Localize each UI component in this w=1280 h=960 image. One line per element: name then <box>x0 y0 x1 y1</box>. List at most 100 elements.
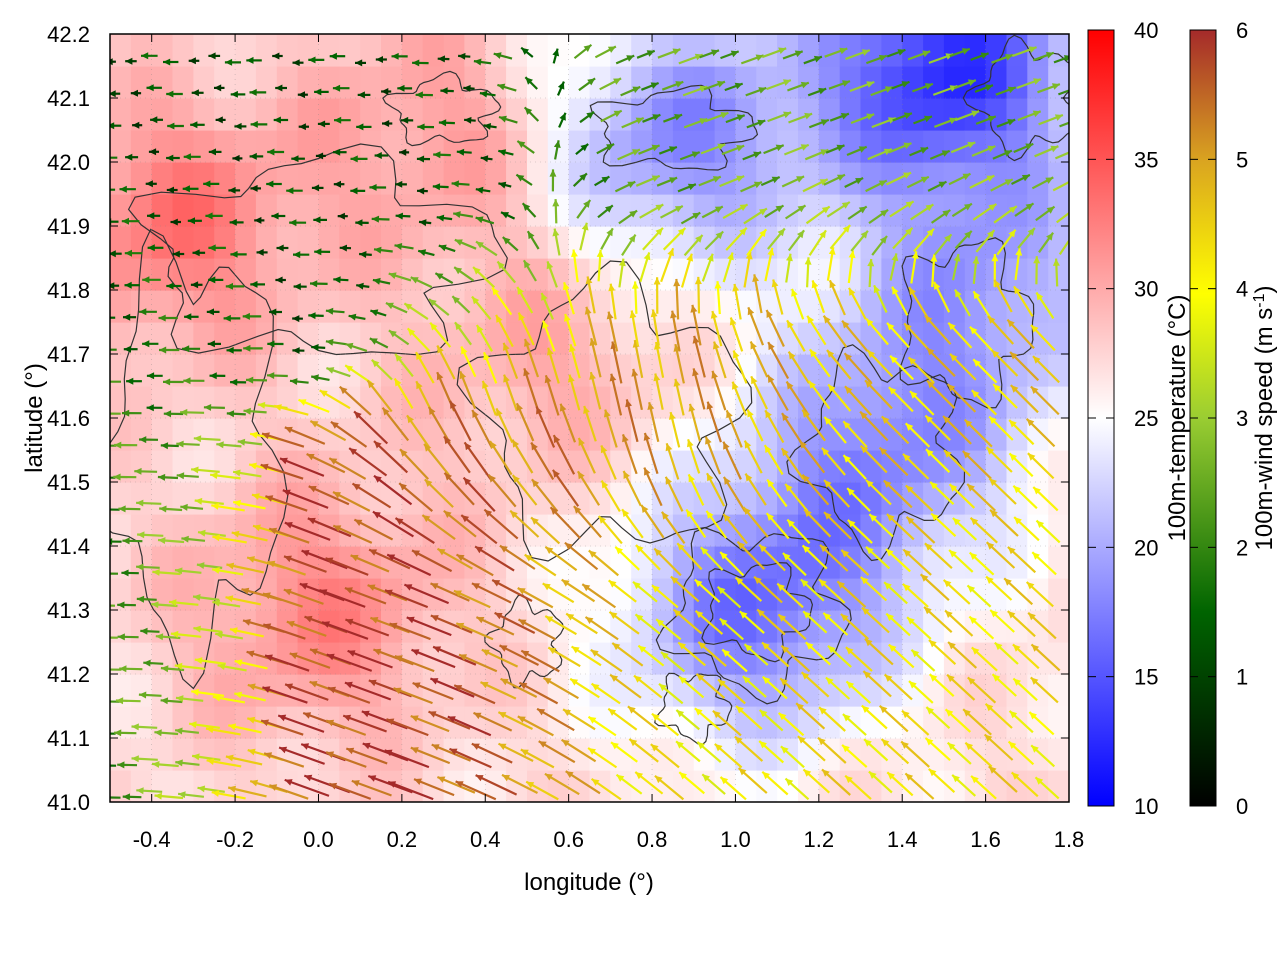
wind-arrow <box>780 745 805 769</box>
wind-arrow <box>517 312 535 346</box>
heatmap-cell <box>631 354 653 387</box>
wind-arrow <box>653 373 664 410</box>
heatmap-cell <box>193 610 215 643</box>
wind-arrow <box>119 665 143 673</box>
wind-arrow <box>587 747 618 769</box>
heatmap-cell <box>422 34 445 67</box>
wind-arrow <box>543 676 579 700</box>
heatmap-cell <box>1048 738 1069 771</box>
heatmap-cell <box>943 674 966 707</box>
wind-arrow <box>188 721 220 729</box>
heatmap-cell <box>527 674 549 707</box>
heatmap-cell <box>485 34 507 67</box>
wind-arrow <box>250 280 265 288</box>
wind-arrow <box>552 434 576 475</box>
heatmap-cell <box>339 386 361 419</box>
heatmap-cell <box>276 450 299 483</box>
wind-arrow <box>542 320 556 352</box>
heatmap-cell <box>818 770 841 802</box>
heatmap-cell <box>193 674 215 707</box>
wind-arrow <box>176 472 199 480</box>
wind-arrow <box>701 773 726 795</box>
heatmap-cell <box>589 34 611 67</box>
wind-arrow <box>262 592 303 608</box>
wind-arrow <box>544 546 578 572</box>
heatmap-cell <box>735 34 757 67</box>
heatmap-cell <box>485 354 507 387</box>
wind-arrow <box>677 641 707 667</box>
wind-arrow <box>284 778 330 797</box>
heatmap-cell <box>339 578 361 611</box>
wind-arrow <box>355 59 366 67</box>
wind-arrow <box>845 646 873 672</box>
wind-arrow <box>449 747 492 769</box>
heatmap-cell <box>902 610 924 643</box>
wind-arrow <box>664 476 684 512</box>
heatmap-cell <box>1048 258 1069 291</box>
heatmap-cell <box>923 226 945 259</box>
wind-arrow <box>971 145 996 157</box>
heatmap-cell <box>235 514 257 547</box>
wind-arrow <box>1034 776 1060 800</box>
wind-arrow <box>224 58 241 66</box>
heatmap-cell <box>214 418 236 451</box>
wind-arrow <box>988 765 1018 793</box>
wind-arrow <box>384 589 429 609</box>
wind-arrow <box>904 772 935 800</box>
wind-arrow <box>110 348 117 351</box>
wind-arrow <box>462 476 496 513</box>
wind-arrow <box>697 641 727 667</box>
wind-arrow <box>155 633 181 641</box>
heatmap-cell <box>985 578 1007 611</box>
heatmap-cell <box>818 194 841 227</box>
wind-arrow <box>694 707 721 731</box>
wind-arrow <box>913 227 935 253</box>
heatmap-cell <box>401 290 424 323</box>
heatmap-cell <box>151 226 174 259</box>
heatmap-cell <box>485 194 507 227</box>
heatmap-cell <box>130 706 153 739</box>
wind-arrow <box>672 608 703 635</box>
wind-arrow <box>1028 711 1055 736</box>
heatmap-cell <box>485 162 507 195</box>
wind-arrow <box>137 531 164 539</box>
heatmap-cell <box>777 162 799 195</box>
heatmap-cell <box>943 34 966 67</box>
heatmap-cell <box>881 162 903 195</box>
wind-arrow <box>121 217 140 225</box>
heatmap-cell <box>798 226 820 259</box>
wind-arrow <box>1030 744 1056 768</box>
heatmap-cell <box>672 482 695 515</box>
wind-arrow <box>900 740 930 768</box>
wind-arrow <box>174 662 206 670</box>
wind-arrow <box>765 309 785 347</box>
heatmap-cell <box>652 770 674 802</box>
heatmap-cell <box>714 642 736 675</box>
wind-arrow <box>966 584 992 608</box>
wind-arrow <box>883 479 913 509</box>
heatmap-cell <box>985 546 1007 579</box>
heatmap-cell <box>631 770 653 802</box>
wind-arrow <box>808 229 827 256</box>
wind-arrow <box>561 578 596 603</box>
heatmap-cell <box>276 546 299 579</box>
wind-arrow <box>996 118 1016 128</box>
wind-arrow <box>828 80 851 90</box>
wind-arrow <box>206 308 220 316</box>
wind-arrow <box>826 247 836 281</box>
heatmap-cell <box>860 418 882 451</box>
wind-arrow <box>268 784 309 800</box>
heatmap-cell <box>401 386 424 419</box>
heatmap-cell <box>881 226 903 259</box>
heatmap-cell <box>255 386 278 419</box>
heatmap-cell <box>506 258 528 291</box>
wind-arrow <box>690 304 702 346</box>
wind-arrow <box>403 583 450 605</box>
heatmap-cell <box>943 66 966 99</box>
heatmap-cell <box>756 514 778 547</box>
heatmap-cell <box>839 386 862 419</box>
wind-arrow <box>1017 110 1042 122</box>
wind-arrow <box>947 641 978 669</box>
heatmap-cell <box>130 354 153 387</box>
heatmap-cell <box>818 162 841 195</box>
